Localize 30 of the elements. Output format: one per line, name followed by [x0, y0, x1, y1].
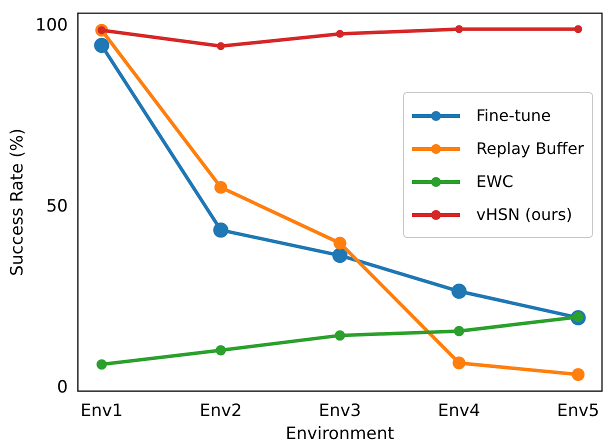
y-axis-title: Success Rate (%): [8, 128, 28, 276]
legend-label: vHSN (ours): [476, 205, 572, 224]
point: [572, 368, 585, 381]
point: [334, 330, 346, 341]
x-tick-label: Env5: [556, 400, 600, 421]
point: [216, 345, 226, 356]
point: [94, 38, 110, 54]
y-tick-label: 100: [35, 16, 68, 36]
point: [455, 25, 464, 34]
y-tick-label: 50: [46, 196, 68, 217]
y-tick-label: 0: [57, 378, 68, 398]
point: [451, 284, 467, 299]
point: [334, 236, 346, 250]
x-tick-label: Env3: [318, 400, 362, 421]
x-tick-label: Env1: [80, 400, 123, 421]
x-axis-title: Environment: [286, 424, 395, 444]
point: [216, 42, 225, 50]
point: [213, 222, 228, 238]
legend-label: Replay Buffer: [476, 139, 584, 158]
legend-label: Fine-tune: [476, 106, 551, 125]
x-tick-label: Env4: [438, 400, 480, 421]
point: [96, 359, 107, 370]
point: [574, 25, 582, 34]
legend-label: EWC: [476, 172, 514, 191]
point: [454, 326, 464, 336]
point: [332, 248, 348, 264]
point: [336, 30, 344, 38]
x-tick-label: Env2: [200, 400, 242, 421]
point: [452, 356, 466, 370]
point: [214, 180, 228, 194]
